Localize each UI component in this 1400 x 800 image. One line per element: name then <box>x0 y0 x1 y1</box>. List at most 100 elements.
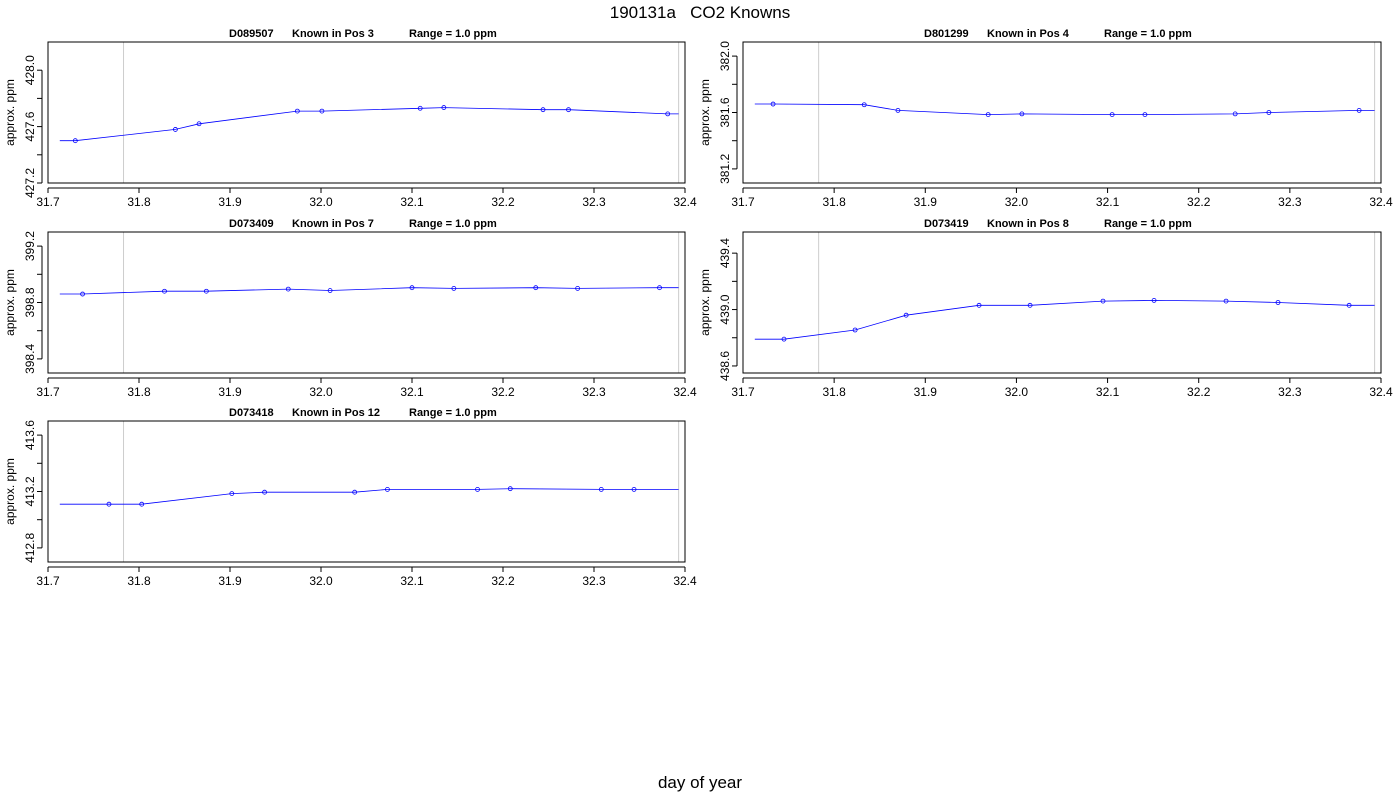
data-point <box>852 327 858 333</box>
x-tick-label: 31.9 <box>218 195 242 209</box>
data-point <box>106 501 112 507</box>
data-point <box>507 486 513 492</box>
chart-title-part: Known in Pos 8 <box>987 218 1069 230</box>
data-point <box>781 336 787 342</box>
y-tick-label: 438.6 <box>718 351 732 381</box>
x-tick-label: 32.0 <box>1005 385 1029 399</box>
x-tick-label: 32.0 <box>309 195 333 209</box>
page-title: 190131a CO2 Knowns <box>609 3 791 22</box>
y-tick-label: 382.0 <box>718 41 732 71</box>
x-tick-label: 32.0 <box>1005 195 1029 209</box>
shared-x-axis-label: day of year <box>657 773 743 792</box>
y-tick-label: 399.2 <box>23 231 37 261</box>
data-point <box>566 107 571 113</box>
chart-title-part: D089507 <box>229 28 274 40</box>
x-tick-label: 31.7 <box>36 574 60 588</box>
x-tick-label: 32.1 <box>400 574 424 588</box>
plot-frame <box>47 41 686 184</box>
data-point <box>665 111 671 117</box>
x-tick-label: 31.9 <box>218 574 242 588</box>
plot-frame <box>47 420 686 563</box>
x-tick-label: 31.9 <box>914 195 938 209</box>
x-tick-label: 31.8 <box>127 574 151 588</box>
data-point <box>385 486 390 492</box>
data-point <box>1100 298 1106 304</box>
chart-title-part: Range = 1.0 ppm <box>1104 28 1192 40</box>
data-series-line <box>754 299 1375 340</box>
data-point <box>475 486 480 492</box>
y-axis-label: approx. ppm <box>3 79 17 146</box>
chart-panel-5: D073418 Known in Pos 12 Range = 1.0 ppm 31.… <box>3 407 697 588</box>
y-tick-label: 381.2 <box>718 154 732 184</box>
data-point <box>1151 297 1157 303</box>
data-point <box>903 312 909 318</box>
data-point <box>985 112 991 118</box>
x-tick-label: 32.1 <box>400 195 424 209</box>
data-point <box>229 491 235 497</box>
x-tick-label: 31.8 <box>822 385 846 399</box>
data-point <box>1109 112 1115 118</box>
y-tick-label: 412.8 <box>23 533 37 563</box>
x-tick-label: 32.3 <box>582 574 606 588</box>
data-point <box>162 288 167 294</box>
y-tick-label: 398.8 <box>23 287 37 317</box>
chart-panel-4: D073419 Known in Pos 8 Range = 1.0 ppm 31.7… <box>698 218 1393 399</box>
data-point <box>895 107 901 113</box>
x-tick-label: 32.1 <box>1096 195 1120 209</box>
chart-title-part: Known in Pos 12 <box>292 407 380 419</box>
x-tick-label: 32.3 <box>582 195 606 209</box>
data-point <box>451 285 457 291</box>
x-tick-label: 31.7 <box>731 385 755 399</box>
data-point <box>657 285 662 291</box>
x-tick-label: 32.0 <box>309 385 333 399</box>
data-point <box>1356 107 1362 113</box>
data-point <box>976 302 982 308</box>
x-tick-label: 32.3 <box>1278 385 1302 399</box>
data-series-line <box>754 103 1375 116</box>
y-axis-label: approx. ppm <box>698 269 712 336</box>
x-tick-label: 32.2 <box>1187 195 1211 209</box>
x-tick-label: 32.3 <box>582 385 606 399</box>
data-point <box>1019 111 1025 117</box>
data-point <box>441 105 447 110</box>
y-tick-label: 427.6 <box>23 111 37 141</box>
x-tick-label: 32.0 <box>309 574 333 588</box>
data-point <box>319 108 325 114</box>
x-tick-label: 32.4 <box>673 385 697 399</box>
x-tick-label: 32.2 <box>491 574 515 588</box>
y-tick-label: 439.0 <box>718 294 732 324</box>
y-tick-label: 398.4 <box>23 344 37 374</box>
x-tick-label: 31.7 <box>36 195 60 209</box>
data-point <box>1275 300 1281 305</box>
data-series-line <box>59 107 679 142</box>
chart-title-part: Range = 1.0 ppm <box>1104 218 1192 230</box>
y-axis-label: approx. ppm <box>698 79 712 146</box>
y-axis-label: approx. ppm <box>3 458 17 525</box>
data-point <box>409 285 415 291</box>
x-tick-label: 32.2 <box>491 195 515 209</box>
data-point <box>1027 302 1033 308</box>
x-tick-label: 32.2 <box>491 385 515 399</box>
plot-frame <box>742 41 1382 184</box>
data-series-line <box>59 488 679 505</box>
data-point <box>770 101 776 107</box>
chart-title-part: Range = 1.0 ppm <box>409 28 497 40</box>
data-point <box>417 105 423 111</box>
y-tick-label: 413.2 <box>23 476 37 506</box>
y-tick-label: 428.0 <box>23 55 37 85</box>
data-point <box>327 288 333 293</box>
data-point <box>139 501 145 507</box>
chart-title-part: Known in Pos 3 <box>292 28 374 40</box>
data-point <box>196 121 202 127</box>
chart-panel-2: D801299 Known in Pos 4 Range = 1.0 ppm 31.7… <box>698 28 1393 209</box>
data-point <box>598 486 604 492</box>
chart-title-part: Range = 1.0 ppm <box>409 218 497 230</box>
data-point <box>1266 110 1272 115</box>
x-tick-label: 32.1 <box>400 385 424 399</box>
x-tick-label: 31.9 <box>218 385 242 399</box>
data-point <box>72 138 78 144</box>
data-series-line <box>59 287 679 295</box>
data-point <box>861 102 867 108</box>
data-point <box>352 489 358 495</box>
